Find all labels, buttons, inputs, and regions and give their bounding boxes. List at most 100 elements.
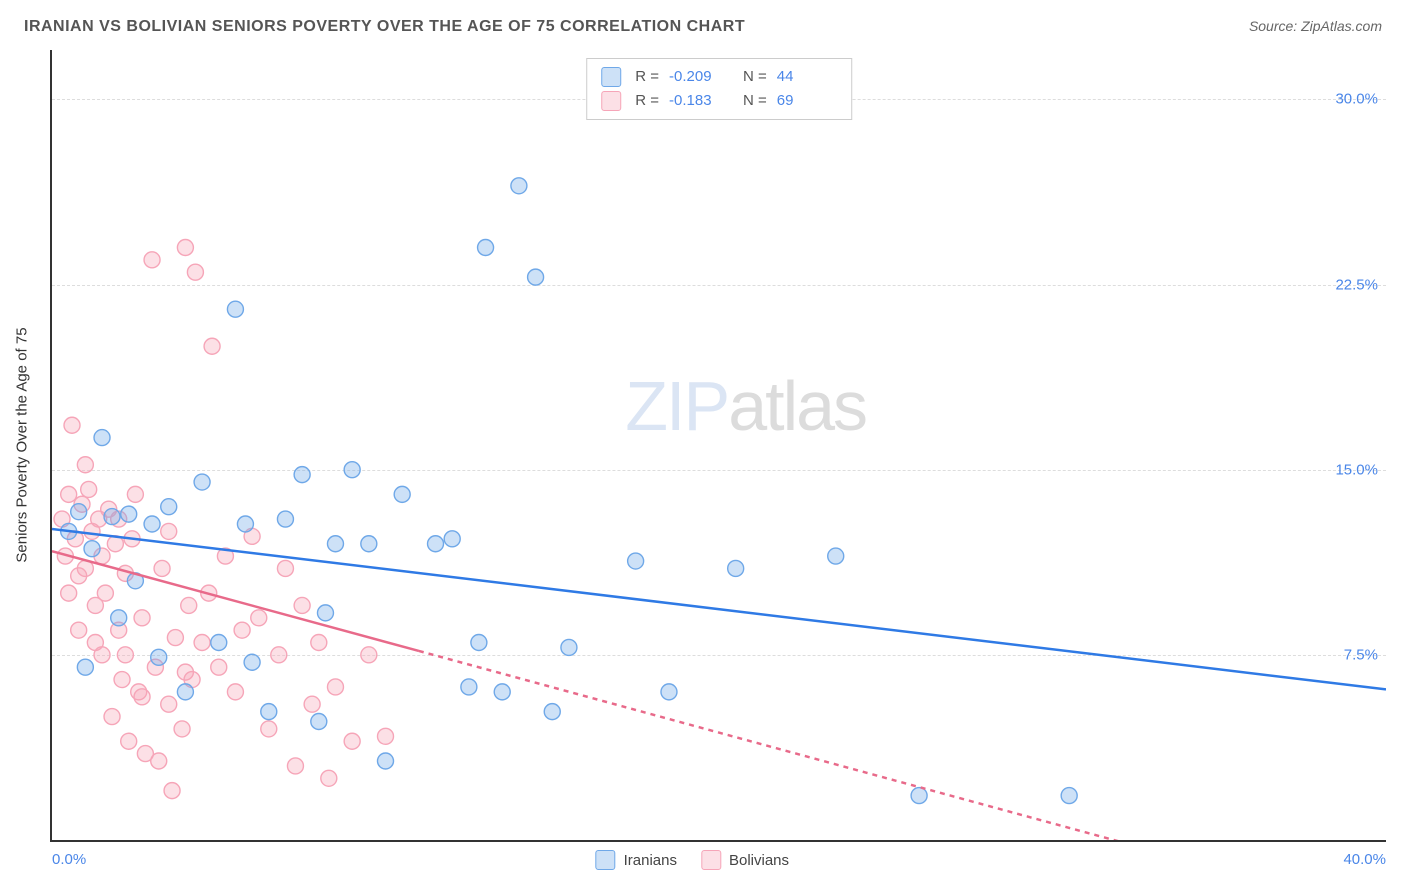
data-point	[378, 728, 394, 744]
data-point	[344, 733, 360, 749]
source-attribution: Source: ZipAtlas.com	[1249, 18, 1382, 34]
data-point	[144, 516, 160, 532]
x-tick-min: 0.0%	[52, 851, 86, 868]
data-point	[211, 659, 227, 675]
chart-area: ZIPatlas Seniors Poverty Over the Age of…	[50, 50, 1386, 842]
data-point	[428, 536, 444, 552]
swatch-iranians-icon	[596, 850, 616, 870]
data-point	[81, 481, 97, 497]
data-point	[104, 709, 120, 725]
data-point	[327, 679, 343, 695]
data-point	[361, 536, 377, 552]
data-point	[311, 714, 327, 730]
data-point	[277, 560, 293, 576]
data-point	[174, 721, 190, 737]
data-point	[261, 704, 277, 720]
plot-svg	[52, 50, 1386, 840]
data-point	[84, 541, 100, 557]
y-tick: 7.5%	[1344, 646, 1378, 663]
data-point	[294, 467, 310, 483]
data-point	[378, 753, 394, 769]
header: IRANIAN VS BOLIVIAN SENIORS POVERTY OVER…	[24, 18, 1382, 36]
legend-series: Iranians Bolivians	[596, 850, 789, 870]
swatch-bolivians-icon	[701, 850, 721, 870]
data-point	[204, 338, 220, 354]
data-point	[97, 585, 113, 601]
data-point	[87, 635, 103, 651]
legend-item-iranians: Iranians	[596, 850, 677, 870]
data-point	[304, 696, 320, 712]
trendline	[419, 651, 1386, 840]
data-point	[528, 269, 544, 285]
data-point	[134, 610, 150, 626]
data-point	[121, 733, 137, 749]
data-point	[77, 659, 93, 675]
x-tick-max: 40.0%	[1343, 851, 1386, 868]
data-point	[94, 430, 110, 446]
data-point	[311, 635, 327, 651]
data-point	[164, 783, 180, 799]
data-point	[344, 462, 360, 478]
data-point	[244, 654, 260, 670]
data-point	[227, 301, 243, 317]
data-point	[327, 536, 343, 552]
data-point	[181, 597, 197, 613]
data-point	[71, 622, 87, 638]
chart-container: IRANIAN VS BOLIVIAN SENIORS POVERTY OVER…	[0, 0, 1406, 892]
data-point	[444, 531, 460, 547]
data-point	[317, 605, 333, 621]
data-point	[121, 506, 137, 522]
data-point	[134, 689, 150, 705]
data-point	[911, 788, 927, 804]
data-point	[544, 704, 560, 720]
data-point	[77, 457, 93, 473]
data-point	[64, 417, 80, 433]
legend-statistics: R = -0.209 N = 44 R = -0.183 N = 69	[586, 58, 852, 120]
data-point	[71, 504, 87, 520]
swatch-iranians	[601, 67, 621, 87]
data-point	[261, 721, 277, 737]
data-point	[177, 684, 193, 700]
y-axis-label: Seniors Poverty Over the Age of 75	[14, 327, 31, 562]
data-point	[321, 770, 337, 786]
y-tick: 15.0%	[1335, 461, 1378, 478]
data-point	[161, 499, 177, 515]
data-point	[728, 560, 744, 576]
data-point	[61, 585, 77, 601]
data-point	[127, 486, 143, 502]
data-point	[161, 523, 177, 539]
data-point	[104, 509, 120, 525]
data-point	[661, 684, 677, 700]
y-tick: 22.5%	[1335, 276, 1378, 293]
data-point	[251, 610, 267, 626]
data-point	[294, 597, 310, 613]
data-point	[151, 753, 167, 769]
swatch-bolivians	[601, 91, 621, 111]
data-point	[117, 647, 133, 663]
data-point	[211, 635, 227, 651]
data-point	[194, 635, 210, 651]
legend-item-bolivians: Bolivians	[701, 850, 789, 870]
data-point	[227, 684, 243, 700]
data-point	[287, 758, 303, 774]
data-point	[1061, 788, 1077, 804]
data-point	[828, 548, 844, 564]
data-point	[177, 240, 193, 256]
data-point	[494, 684, 510, 700]
legend-row-iranians: R = -0.209 N = 44	[601, 65, 837, 89]
data-point	[511, 178, 527, 194]
data-point	[561, 639, 577, 655]
data-point	[471, 635, 487, 651]
data-point	[478, 240, 494, 256]
data-point	[161, 696, 177, 712]
data-point	[194, 474, 210, 490]
data-point	[177, 664, 193, 680]
legend-row-bolivians: R = -0.183 N = 69	[601, 89, 837, 113]
data-point	[237, 516, 253, 532]
data-point	[277, 511, 293, 527]
data-point	[61, 486, 77, 502]
data-point	[167, 630, 183, 646]
data-point	[187, 264, 203, 280]
data-point	[461, 679, 477, 695]
data-point	[114, 672, 130, 688]
